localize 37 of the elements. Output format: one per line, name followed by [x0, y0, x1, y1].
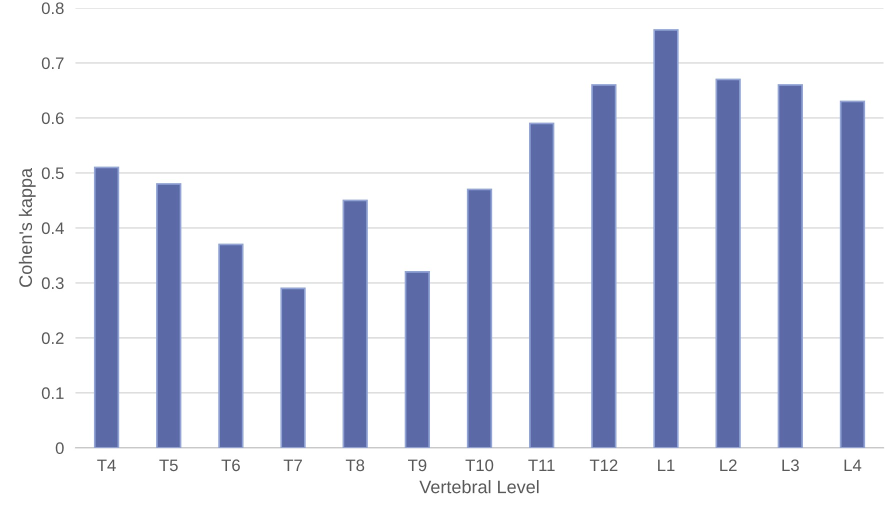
x-tick-label: T4	[97, 460, 116, 472]
x-tick-label: L2	[720, 459, 737, 472]
y-tick-label: 0.1	[42, 387, 64, 400]
x-tick-label: T9	[408, 459, 426, 472]
y-tick-label: 0	[56, 442, 64, 454]
x-tick-label: T8	[346, 459, 364, 472]
bar	[840, 100, 866, 448]
bar	[218, 244, 244, 448]
bar	[591, 84, 616, 448]
x-tick-label: T5	[159, 460, 178, 472]
x-tick-label: T7	[284, 460, 302, 472]
bar	[653, 29, 679, 448]
bar	[342, 200, 368, 448]
x-tick-label: T6	[222, 459, 240, 472]
x-tick-label: T10	[466, 459, 494, 472]
bar	[156, 183, 182, 448]
x-tick-label: L1	[658, 460, 674, 472]
x-tick-label: T12	[590, 459, 618, 472]
bar	[94, 166, 120, 448]
bar	[404, 271, 430, 448]
x-tick-label: L4	[844, 460, 862, 472]
y-tick-label: 0.3	[42, 277, 64, 290]
bar	[778, 84, 803, 448]
y-tick-label: 0.4	[42, 222, 64, 234]
x-tick-label: T11	[528, 460, 555, 472]
bar	[716, 78, 741, 448]
bar	[466, 188, 492, 448]
y-tick-label: 0.7	[42, 57, 64, 70]
y-tick-label: 0.6	[42, 112, 64, 124]
bar	[529, 122, 554, 448]
y-axis-title: Cohen's kappa	[18, 168, 36, 287]
y-tick-label: 0.8	[42, 2, 64, 14]
bar	[280, 288, 306, 448]
y-tick-label: 0.2	[42, 332, 64, 344]
x-tick-label: L3	[782, 459, 799, 472]
y-tick-label: 0.5	[42, 167, 64, 180]
x-axis-title: Vertebral Level	[419, 480, 539, 494]
